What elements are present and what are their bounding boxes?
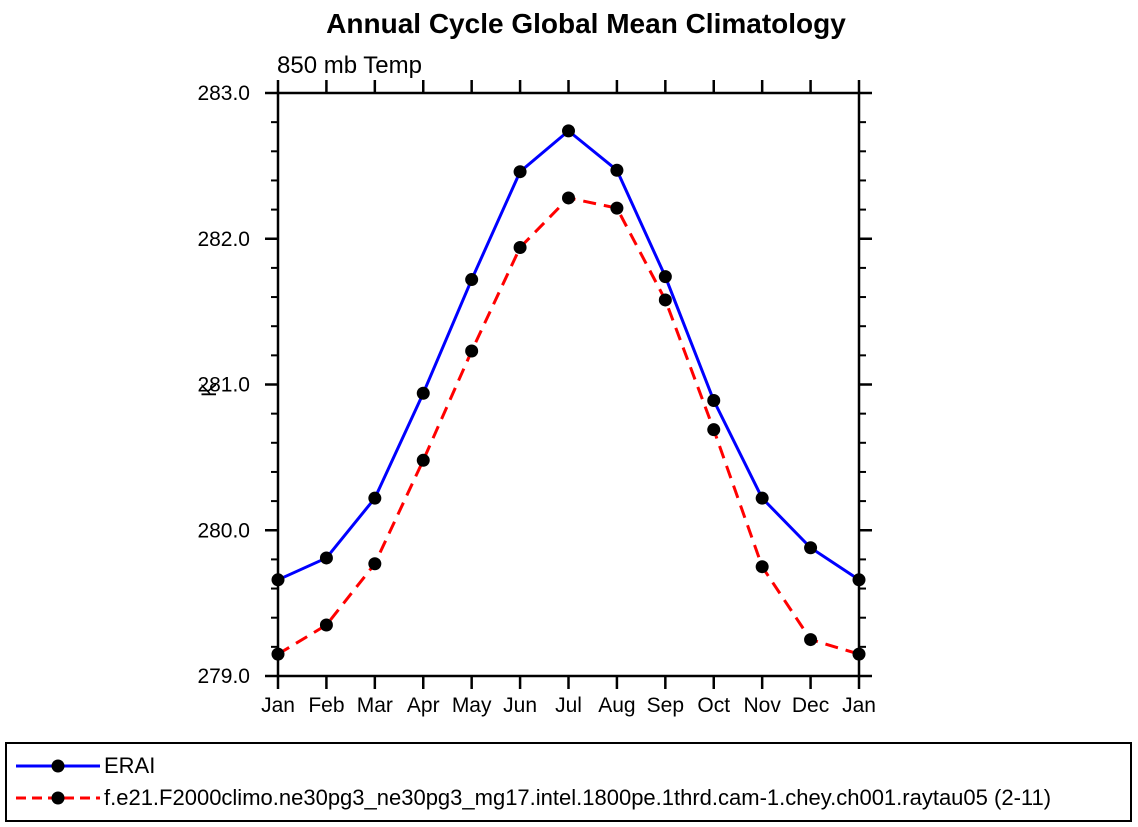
x-tick-label: Mar — [357, 694, 393, 717]
x-tick-label: Jan — [261, 694, 295, 717]
data-point — [610, 163, 624, 177]
data-point — [416, 453, 430, 467]
x-tick-label: Oct — [697, 694, 730, 717]
data-point — [368, 557, 382, 571]
chart-subtitle: 850 mb Temp — [277, 52, 422, 79]
data-point — [658, 293, 672, 307]
x-tick-label: Dec — [792, 694, 829, 717]
legend-item-erai: ERAI — [14, 752, 1130, 778]
legend-label-model: f.e21.F2000climo.ne30pg3_ne30pg3_mg17.in… — [104, 785, 1052, 811]
data-point — [319, 618, 333, 632]
x-tick-labels: Jan Feb Mar Apr May Jun Jul Aug Sep Oct Nov Dec Jan — [261, 694, 876, 717]
x-tick-label: Apr — [407, 694, 440, 717]
model-line-swatch — [16, 791, 100, 805]
axis-ticks — [265, 80, 872, 689]
legend-marker-sample — [51, 759, 65, 773]
legend-label-erai: ERAI — [104, 752, 156, 778]
series-line-1 — [277, 196, 860, 656]
y-tick-label: 283.0 — [197, 82, 250, 105]
y-tick-label: 279.0 — [197, 665, 250, 688]
plot-border — [276, 91, 861, 678]
data-point — [368, 491, 382, 505]
data-point — [658, 270, 672, 284]
legend-box: ERAI f.e21.F2000climo.ne30pg3_ne30pg3_mg… — [5, 742, 1132, 822]
y-tick-label: 282.0 — [197, 228, 250, 251]
x-tick-label: Jul — [555, 694, 582, 717]
data-point — [562, 124, 575, 138]
y-tick-label: 280.0 — [197, 519, 250, 542]
data-series — [271, 124, 866, 661]
x-tick-label: Sep — [647, 694, 684, 717]
data-point — [513, 240, 527, 254]
legend-marker-sample — [51, 791, 65, 805]
data-point — [755, 560, 769, 574]
x-tick-label: Nov — [743, 694, 781, 717]
annual-cycle-chart: Annual Cycle Global Mean Climatology 850… — [197, 8, 876, 717]
data-point — [707, 394, 721, 408]
data-point — [804, 541, 818, 555]
y-tick-labels: 279.0 280.0 281.0 282.0 283.0 — [197, 82, 250, 688]
data-point — [465, 273, 479, 287]
y-tick-label: 281.0 — [197, 374, 250, 397]
x-tick-label: Jan — [842, 694, 876, 717]
chart-title: Annual Cycle Global Mean Climatology — [326, 8, 846, 39]
y-axis-label: K — [198, 383, 221, 397]
data-point — [319, 551, 333, 565]
x-tick-label: May — [452, 694, 492, 717]
x-tick-label: Aug — [598, 694, 635, 717]
data-point — [755, 491, 769, 505]
legend-item-model: f.e21.F2000climo.ne30pg3_ne30pg3_mg17.in… — [14, 787, 1130, 809]
data-point — [465, 344, 479, 358]
erai-line-swatch — [16, 759, 100, 773]
x-tick-label: Feb — [308, 694, 344, 717]
data-point — [513, 165, 527, 179]
data-point — [562, 191, 575, 205]
x-tick-label: Jun — [503, 694, 537, 717]
data-point — [804, 633, 818, 647]
data-point — [610, 201, 624, 215]
data-point — [707, 423, 721, 437]
data-point — [416, 386, 430, 400]
